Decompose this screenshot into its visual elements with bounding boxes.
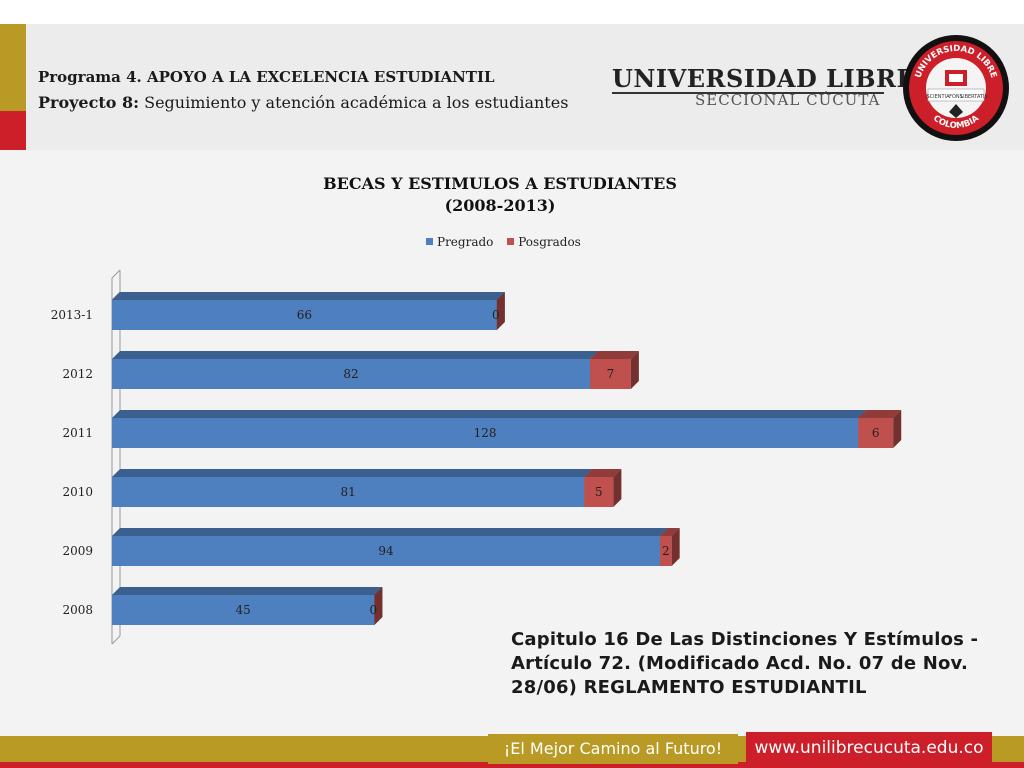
program-title: Programa 4. APOYO A LA EXCELENCIA ESTUDI… <box>38 68 495 86</box>
caption-text: Capitulo 16 De Las Distinciones Y Estímu… <box>511 629 979 698</box>
data-label: 7 <box>607 367 615 381</box>
y-tick-label: 2013-1 <box>51 308 93 322</box>
y-tick-label: 2009 <box>62 544 93 558</box>
bar-posgrados-side <box>613 469 622 507</box>
y-tick-label: 2012 <box>62 367 93 381</box>
footer-red-strip <box>0 762 1024 768</box>
university-seal-logo: UNIVERSIDAD LIBRE COLOMBIA SCIENTIA FONS… <box>903 35 1009 141</box>
data-label: 128 <box>474 426 497 440</box>
bar-posgrados <box>590 359 631 389</box>
bar-pregrado <box>112 418 859 448</box>
bar-posgrados-top <box>584 469 622 477</box>
bar-pregrado-top <box>112 292 505 300</box>
bar-posgrados <box>660 536 672 566</box>
university-subtitle: SECCIONAL CÚCUTA <box>695 91 881 109</box>
project-text: Seguimiento y atención académica a los e… <box>139 93 569 112</box>
seal-band-right: LIBERTATIS <box>960 94 987 100</box>
bar-posgrados-side <box>374 587 383 625</box>
data-label: 81 <box>340 485 355 499</box>
project-title: Proyecto 8: Seguimiento y atención acadé… <box>38 93 568 112</box>
bar-posgrados <box>584 477 614 507</box>
data-label: 6 <box>872 426 880 440</box>
y-tick-label: 2010 <box>62 485 93 499</box>
bar-pregrado <box>112 477 585 507</box>
seal-band-left: SCIENTIA <box>927 94 951 100</box>
university-underline <box>612 92 884 94</box>
data-label: 0 <box>370 603 378 617</box>
bar-pregrado-top <box>112 469 593 477</box>
chart-title-line1: BECAS Y ESTIMULOS A ESTUDIANTES <box>323 174 677 193</box>
header-band <box>0 24 1024 150</box>
seal-band-mid: FONS <box>949 94 963 100</box>
gold-accent-bar <box>0 24 26 111</box>
legend-label-posgrados: Posgrados <box>518 234 581 249</box>
bar-pregrado <box>112 536 661 566</box>
legend-swatch-posgrados <box>507 238 515 245</box>
bar-posgrados-side <box>893 410 902 448</box>
axis-wall-top <box>111 269 121 279</box>
bar-pregrado-top <box>112 410 867 418</box>
chart-legend: Pregrado Posgrados <box>426 234 591 250</box>
legend-swatch-pregrado <box>426 238 433 245</box>
project-label: Proyecto 8: <box>38 93 140 112</box>
chart-title: BECAS Y ESTIMULOS A ESTUDIANTES (2008-20… <box>300 173 700 217</box>
bar-posgrados <box>858 418 894 448</box>
bar-pregrado <box>112 300 497 330</box>
legend-label-pregrado: Pregrado <box>437 234 494 249</box>
bar-pregrado <box>112 359 591 389</box>
data-label: 45 <box>236 603 251 617</box>
chart-title-line2: (2008-2013) <box>444 196 556 215</box>
bar-posgrados-side <box>671 528 680 566</box>
bar-posgrados-side <box>496 292 505 330</box>
data-label: 0 <box>492 308 500 322</box>
bar-posgrados-top <box>858 410 902 418</box>
legend-item-posgrados: Posgrados <box>507 235 581 249</box>
university-name: UNIVERSIDAD LIBRE <box>612 64 916 93</box>
data-label: 5 <box>595 485 603 499</box>
bar-pregrado <box>112 595 375 625</box>
legend-item-pregrado: Pregrado <box>426 235 493 249</box>
axis-wall-bottom <box>111 635 121 645</box>
footer-website-link[interactable]: www.unilibrecucuta.edu.co <box>746 732 992 764</box>
data-label: 82 <box>343 367 358 381</box>
bar-pregrado-top <box>112 587 383 595</box>
bar-posgrados-side <box>630 351 639 389</box>
y-tick-label: 2008 <box>62 603 93 617</box>
data-label: 66 <box>297 308 312 322</box>
bar-pregrado-top <box>112 351 599 359</box>
red-accent-bar <box>0 111 26 150</box>
data-label: 94 <box>378 544 394 558</box>
bar-pregrado-top <box>112 528 669 536</box>
bar-posgrados-top <box>590 351 639 359</box>
y-tick-label: 2011 <box>62 426 93 440</box>
top-strip <box>0 0 1024 24</box>
bar-posgrados-top <box>660 528 680 536</box>
footer-slogan: ¡El Mejor Camino al Futuro! <box>488 734 738 764</box>
data-label: 2 <box>662 544 670 558</box>
